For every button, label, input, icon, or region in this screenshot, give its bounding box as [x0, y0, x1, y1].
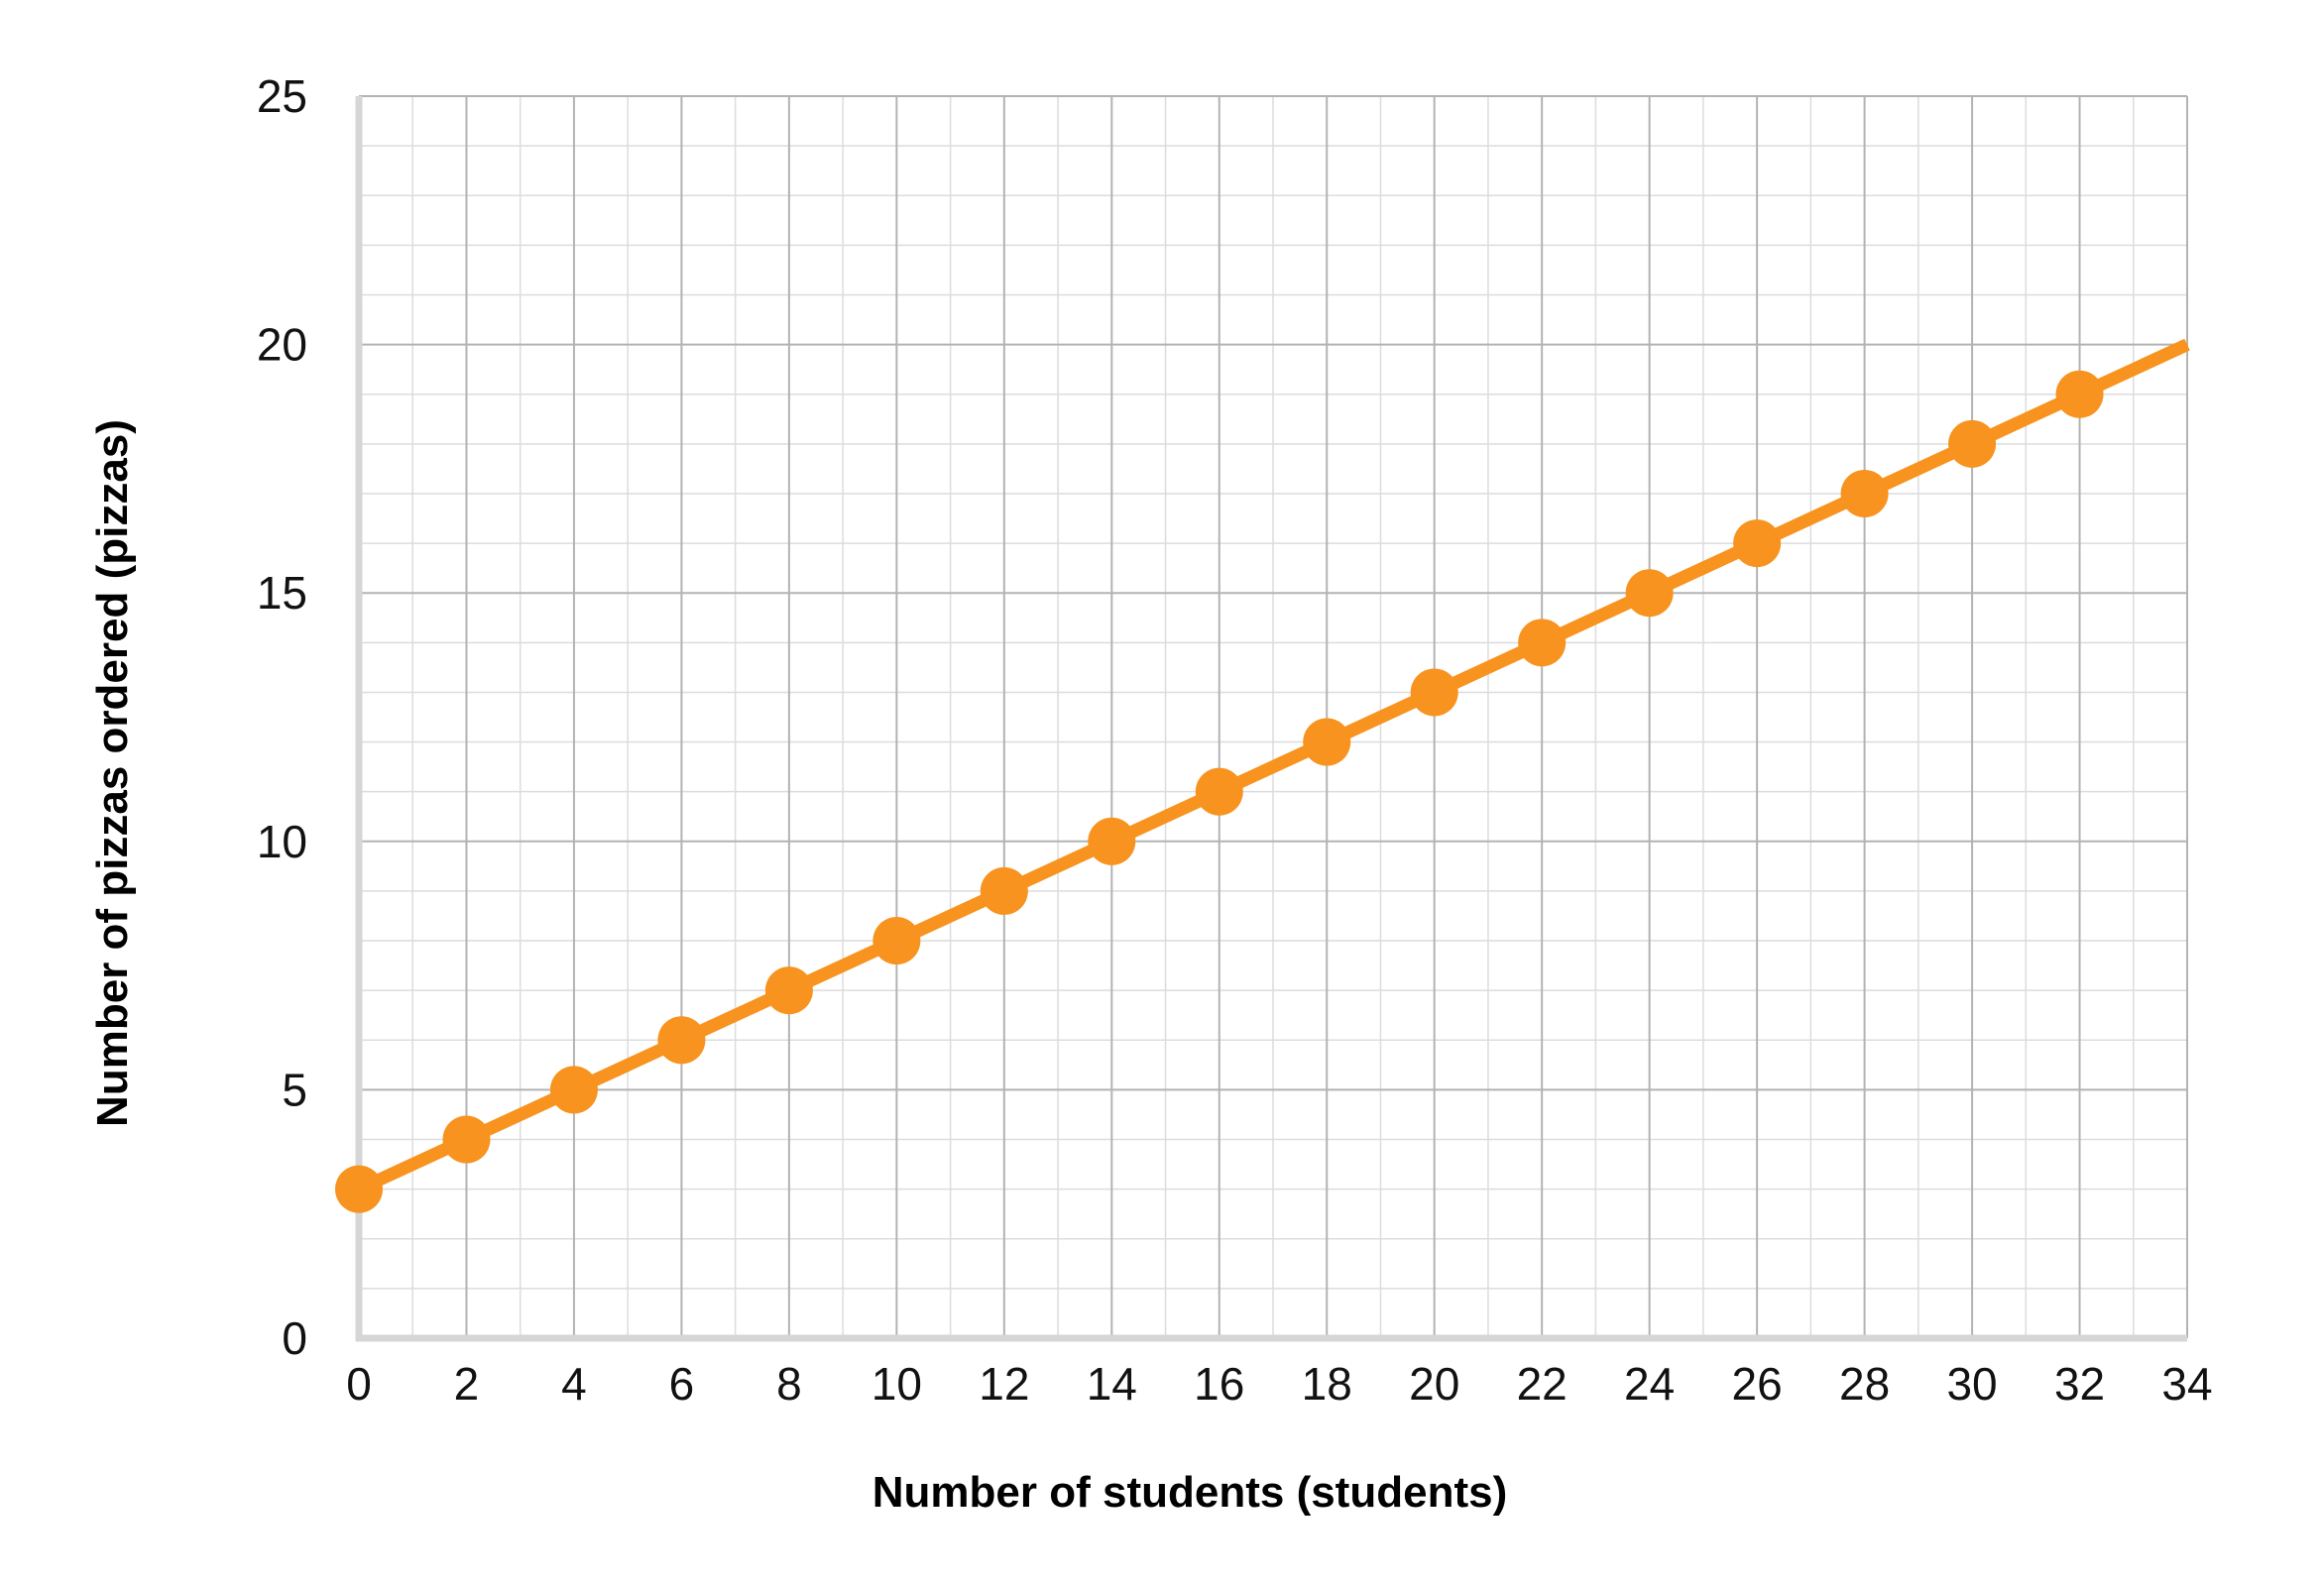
- y-axis-title: Number of pizzas ordered (pizzas): [88, 419, 137, 1127]
- data-point: [1733, 519, 1782, 568]
- data-point: [872, 917, 921, 965]
- x-tick-label: 10: [872, 1358, 922, 1410]
- data-point: [764, 966, 813, 1015]
- x-tick-label: 26: [1732, 1358, 1783, 1410]
- data-point: [1410, 668, 1458, 717]
- data-point: [335, 1165, 383, 1213]
- data-point: [1303, 718, 1351, 766]
- x-tick-label: 0: [346, 1358, 372, 1410]
- x-axis-title: Number of students (students): [872, 1468, 1507, 1517]
- y-tick-labels: 0 5 10 15 20 25: [257, 70, 307, 1364]
- x-tick-label: 28: [1839, 1358, 1890, 1410]
- data-point: [549, 1066, 598, 1114]
- x-tick-label: 2: [454, 1358, 480, 1410]
- data-point: [1088, 817, 1136, 865]
- x-tick-label: 8: [776, 1358, 802, 1410]
- series-layer: [335, 338, 2190, 1213]
- x-tick-label: 14: [1087, 1358, 1137, 1410]
- data-point: [1625, 569, 1674, 618]
- data-point: [1518, 619, 1567, 667]
- x-tick-label: 34: [2161, 1358, 2212, 1410]
- y-tick-label: 5: [282, 1064, 307, 1115]
- y-tick-label: 10: [257, 816, 307, 867]
- x-tick-labels: 0 2 4 6 8 10 12 14 16 18 20 22 24 26 28 30 32 34: [346, 1358, 2212, 1410]
- data-point: [1948, 419, 1997, 468]
- x-tick-label: 22: [1517, 1358, 1568, 1410]
- data-point: [657, 1016, 706, 1065]
- x-tick-label: 16: [1194, 1358, 1244, 1410]
- x-tick-label: 30: [1946, 1358, 1997, 1410]
- x-tick-label: 12: [979, 1358, 1029, 1410]
- y-tick-label: 15: [257, 567, 307, 619]
- x-tick-label: 20: [1409, 1358, 1459, 1410]
- x-tick-label: 32: [2054, 1358, 2105, 1410]
- data-point: [442, 1115, 491, 1164]
- x-tick-label: 18: [1302, 1358, 1352, 1410]
- y-tick-label: 0: [282, 1312, 307, 1364]
- x-tick-label: 24: [1624, 1358, 1675, 1410]
- data-point: [980, 866, 1028, 915]
- y-tick-label: 25: [257, 70, 307, 122]
- minor-grid: [359, 96, 2187, 1338]
- data-point: [1840, 469, 1889, 517]
- axes: [355, 96, 2187, 1342]
- data-point: [1195, 767, 1243, 816]
- x-tick-label: 4: [561, 1358, 587, 1410]
- data-point: [2055, 370, 2104, 418]
- x-tick-label: 6: [669, 1358, 695, 1410]
- y-tick-label: 20: [257, 319, 307, 371]
